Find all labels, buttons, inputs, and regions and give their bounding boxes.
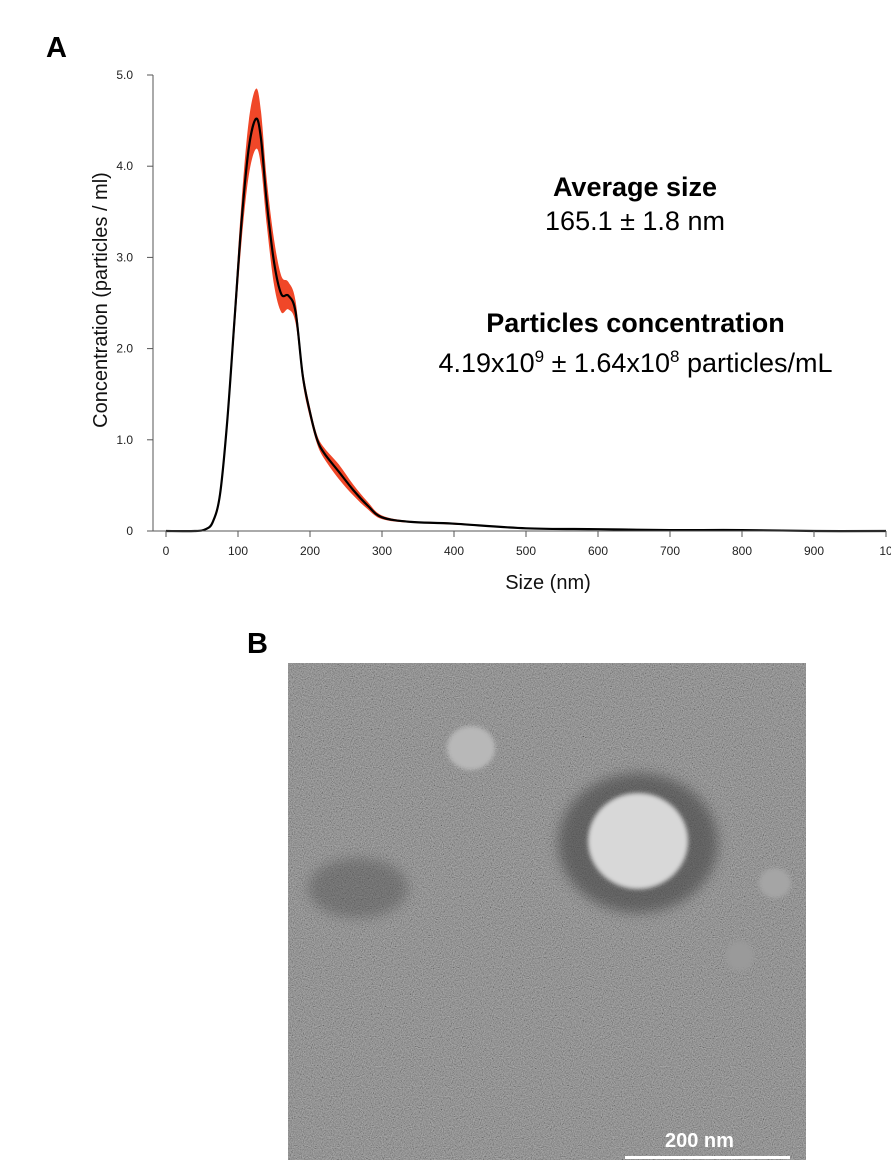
y-tick-label: 4.0	[116, 159, 133, 173]
concentration-exponent-2: 8	[669, 347, 680, 366]
x-tick-label: 400	[444, 544, 464, 558]
x-tick-label: 700	[660, 544, 680, 558]
size-distribution-chart: 0 100 200 300 400 500 600 700 800 900 1001.02.03.0…	[90, 68, 891, 594]
x-tick-label: 300	[372, 544, 392, 558]
average-size-value: 165.1 ± 1.8 nm	[545, 206, 725, 236]
x-tick-label: 800	[732, 544, 752, 558]
concentration-annotation: Particles concentration 4.19x109 ± 1.64x…	[380, 306, 891, 380]
average-size-title: Average size	[552, 172, 718, 202]
concentration-value: 4.19x109 ± 1.64x108 particles/mL	[380, 340, 891, 380]
y-tick-label: 5.0	[116, 68, 133, 82]
x-tick-label: 900	[804, 544, 824, 558]
x-tick-label: 500	[516, 544, 536, 558]
average-size-annotation: Average size 165.1 ± 1.8 nm	[510, 170, 760, 238]
y-tick-label: 3.0	[116, 250, 133, 264]
x-tick-label: 200	[300, 544, 320, 558]
tem-micrograph	[288, 663, 806, 1160]
series-line-layer	[165, 117, 887, 533]
y-tick-label: 1.0	[116, 433, 133, 447]
large-vesicle	[588, 793, 688, 889]
concentration-exponent-1: 9	[534, 347, 545, 366]
x-axis-title: Size (nm)	[505, 572, 591, 594]
concentration-error: ± 1.64x10	[544, 348, 670, 378]
x-tick-label: 100	[228, 544, 248, 558]
axes-layer: 0 100 200 300 400 500 600 700 800 900 1001.02.03.0…	[116, 68, 891, 558]
concentration-base-1: 4.19x10	[438, 348, 535, 378]
panel-label-a: A	[46, 32, 67, 64]
small-vesicle	[447, 726, 495, 770]
panel-label-b: B	[247, 628, 268, 660]
x-tick-label: 0	[163, 544, 170, 558]
concentration-title: Particles concentration	[486, 308, 785, 338]
y-axis-title: Concentration (particles / ml)	[90, 172, 112, 428]
x-tick-label: 10	[879, 544, 891, 558]
concentration-unit: particles/mL	[679, 348, 833, 378]
y-tick-label: 0	[126, 524, 133, 538]
scale-bar	[625, 1156, 790, 1159]
x-tick-label: 600	[588, 544, 608, 558]
y-tick-label: 2.0	[116, 342, 133, 356]
series-line	[165, 117, 887, 533]
scale-bar-label: 200 nm	[665, 1130, 734, 1152]
